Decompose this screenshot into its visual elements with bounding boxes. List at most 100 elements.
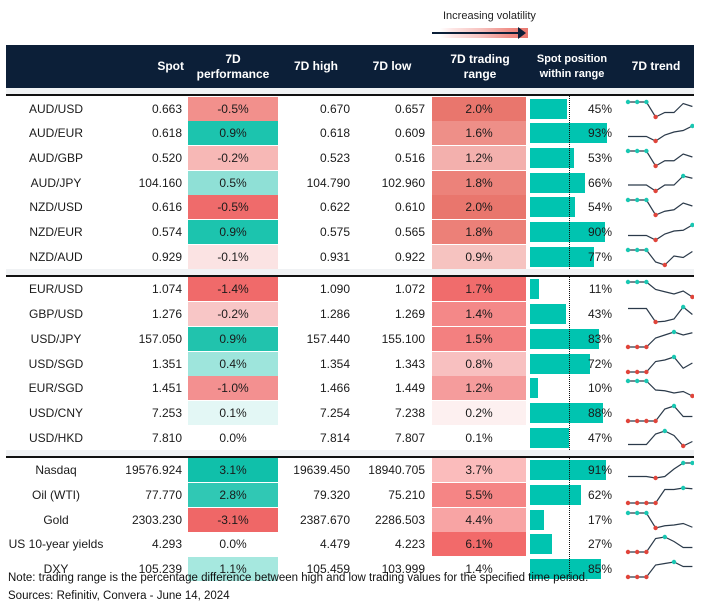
spot-value: 1.074 bbox=[151, 282, 182, 297]
trend-min-marker bbox=[653, 188, 658, 193]
trend-sparkline bbox=[625, 247, 693, 267]
position-bar bbox=[530, 246, 594, 267]
position-value: 83% bbox=[587, 331, 612, 346]
trend-max-marker bbox=[644, 280, 649, 285]
low-value: 1.269 bbox=[394, 307, 425, 322]
high-value: 4.479 bbox=[319, 537, 350, 552]
performance-cell-bg bbox=[188, 302, 278, 327]
position-bar bbox=[530, 509, 545, 530]
range-value: 1.2% bbox=[465, 381, 493, 396]
performance-value: -1.0% bbox=[217, 381, 249, 396]
trend-min-marker bbox=[635, 550, 640, 555]
performance-value: 3.1% bbox=[219, 463, 247, 478]
range-cell-bg bbox=[432, 507, 526, 532]
table-row: AUD/EUR 0.618 0.9% 0.618 0.609 1.6% 93% bbox=[6, 121, 694, 146]
trend-min-marker bbox=[625, 574, 631, 580]
spot-value: 104.160 bbox=[138, 175, 182, 190]
trend-min-marker bbox=[625, 550, 631, 555]
low-value: 0.609 bbox=[394, 126, 425, 141]
trend-min-marker bbox=[653, 213, 658, 218]
high-value: 0.523 bbox=[319, 150, 350, 165]
table-row: Oil (WTI) 77.770 2.8% 79.320 75.210 5.5% 62% bbox=[6, 483, 694, 507]
trend-max-marker bbox=[671, 559, 677, 565]
range-value: 1.6% bbox=[465, 126, 493, 141]
position-value: 27% bbox=[587, 537, 612, 552]
trend-min-marker bbox=[653, 319, 658, 325]
trend-sparkline bbox=[625, 280, 694, 300]
performance-cell-bg bbox=[188, 220, 278, 244]
position-bar bbox=[530, 353, 590, 374]
spot-value: 1.451 bbox=[151, 381, 182, 396]
low-value: 155.100 bbox=[381, 331, 425, 346]
trend-min-marker bbox=[653, 500, 658, 506]
trend-max-marker bbox=[681, 304, 686, 310]
performance-cell-bg bbox=[188, 244, 278, 269]
range-value: 5.5% bbox=[465, 488, 493, 502]
performance-cell-bg bbox=[188, 532, 278, 557]
range-cell-bg bbox=[432, 96, 526, 121]
range-cell-bg bbox=[432, 351, 526, 376]
footnote: Note: trading range is the percentage di… bbox=[8, 572, 589, 584]
trend-line bbox=[628, 487, 693, 504]
high-value: 79.320 bbox=[313, 488, 350, 502]
table-row: NZD/AUD 0.929 -0.1% 0.931 0.922 0.9% 77% bbox=[6, 244, 694, 269]
trend-max-marker bbox=[635, 198, 640, 203]
performance-value: 0.1% bbox=[219, 405, 247, 420]
trend-line bbox=[628, 150, 693, 167]
position-value: 91% bbox=[587, 463, 612, 478]
trend-min-marker bbox=[644, 369, 649, 374]
low-value: 0.657 bbox=[394, 101, 425, 116]
range-cell-bg bbox=[432, 302, 526, 327]
spot-value: 7.810 bbox=[151, 430, 182, 445]
position-value: 90% bbox=[587, 225, 612, 239]
trend-min-marker bbox=[635, 574, 640, 580]
trend-min-marker bbox=[644, 500, 649, 506]
spot-value: 77.770 bbox=[145, 488, 182, 502]
position-value: 17% bbox=[587, 512, 612, 527]
trend-sparkline bbox=[625, 354, 693, 374]
range-value: 3.7% bbox=[465, 463, 493, 478]
instrument-name: USD/JPY bbox=[30, 331, 82, 346]
trend-sparkline bbox=[628, 123, 694, 144]
trend-sparkline bbox=[625, 148, 693, 169]
performance-value: 0.9% bbox=[219, 331, 247, 346]
position-bar bbox=[530, 378, 539, 399]
trend-max-marker bbox=[662, 535, 667, 540]
trend-max-marker bbox=[671, 329, 677, 334]
trend-line bbox=[628, 405, 693, 422]
performance-cell-bg bbox=[188, 195, 278, 220]
trend-min-marker bbox=[644, 418, 649, 424]
trend-min-marker bbox=[625, 418, 631, 424]
trend-max-marker bbox=[625, 198, 631, 203]
trend-min-marker bbox=[625, 369, 631, 374]
trend-max-marker bbox=[635, 280, 640, 285]
low-value: 0.565 bbox=[394, 225, 425, 239]
trend-max-marker bbox=[625, 148, 631, 154]
trend-min-marker bbox=[653, 163, 658, 169]
position-bar bbox=[530, 402, 604, 423]
trend-min-marker bbox=[653, 237, 658, 243]
table-row: DXY 105.239 1.1% 105.459 103.999 1.4% 85% bbox=[6, 557, 694, 582]
instrument-name: AUD/USD bbox=[28, 101, 83, 116]
range-value: 1.2% bbox=[465, 150, 493, 165]
trend-max-marker bbox=[635, 510, 640, 515]
midpoint-line bbox=[569, 457, 570, 582]
low-value: 1.449 bbox=[394, 381, 425, 396]
trend-sparkline bbox=[625, 535, 693, 555]
position-bar bbox=[530, 172, 585, 193]
performance-cell-bg bbox=[188, 458, 278, 483]
trend-line bbox=[628, 331, 693, 348]
performance-value: -0.5% bbox=[217, 101, 249, 116]
trend-min-marker bbox=[644, 344, 649, 349]
header-spot-position: Spot position within range bbox=[536, 52, 608, 80]
range-value: 4.4% bbox=[465, 512, 493, 527]
trend-max-marker bbox=[625, 247, 631, 252]
trend-max-marker bbox=[662, 428, 667, 433]
trend-sparkline bbox=[628, 428, 693, 448]
table-row: NZD/EUR 0.574 0.9% 0.575 0.565 1.8% 90% bbox=[6, 220, 694, 244]
range-value: 0.1% bbox=[465, 430, 493, 445]
range-value: 0.2% bbox=[465, 405, 493, 420]
range-cell-bg bbox=[432, 170, 526, 195]
range-value: 2.0% bbox=[465, 101, 493, 116]
high-value: 2387.670 bbox=[299, 512, 350, 527]
